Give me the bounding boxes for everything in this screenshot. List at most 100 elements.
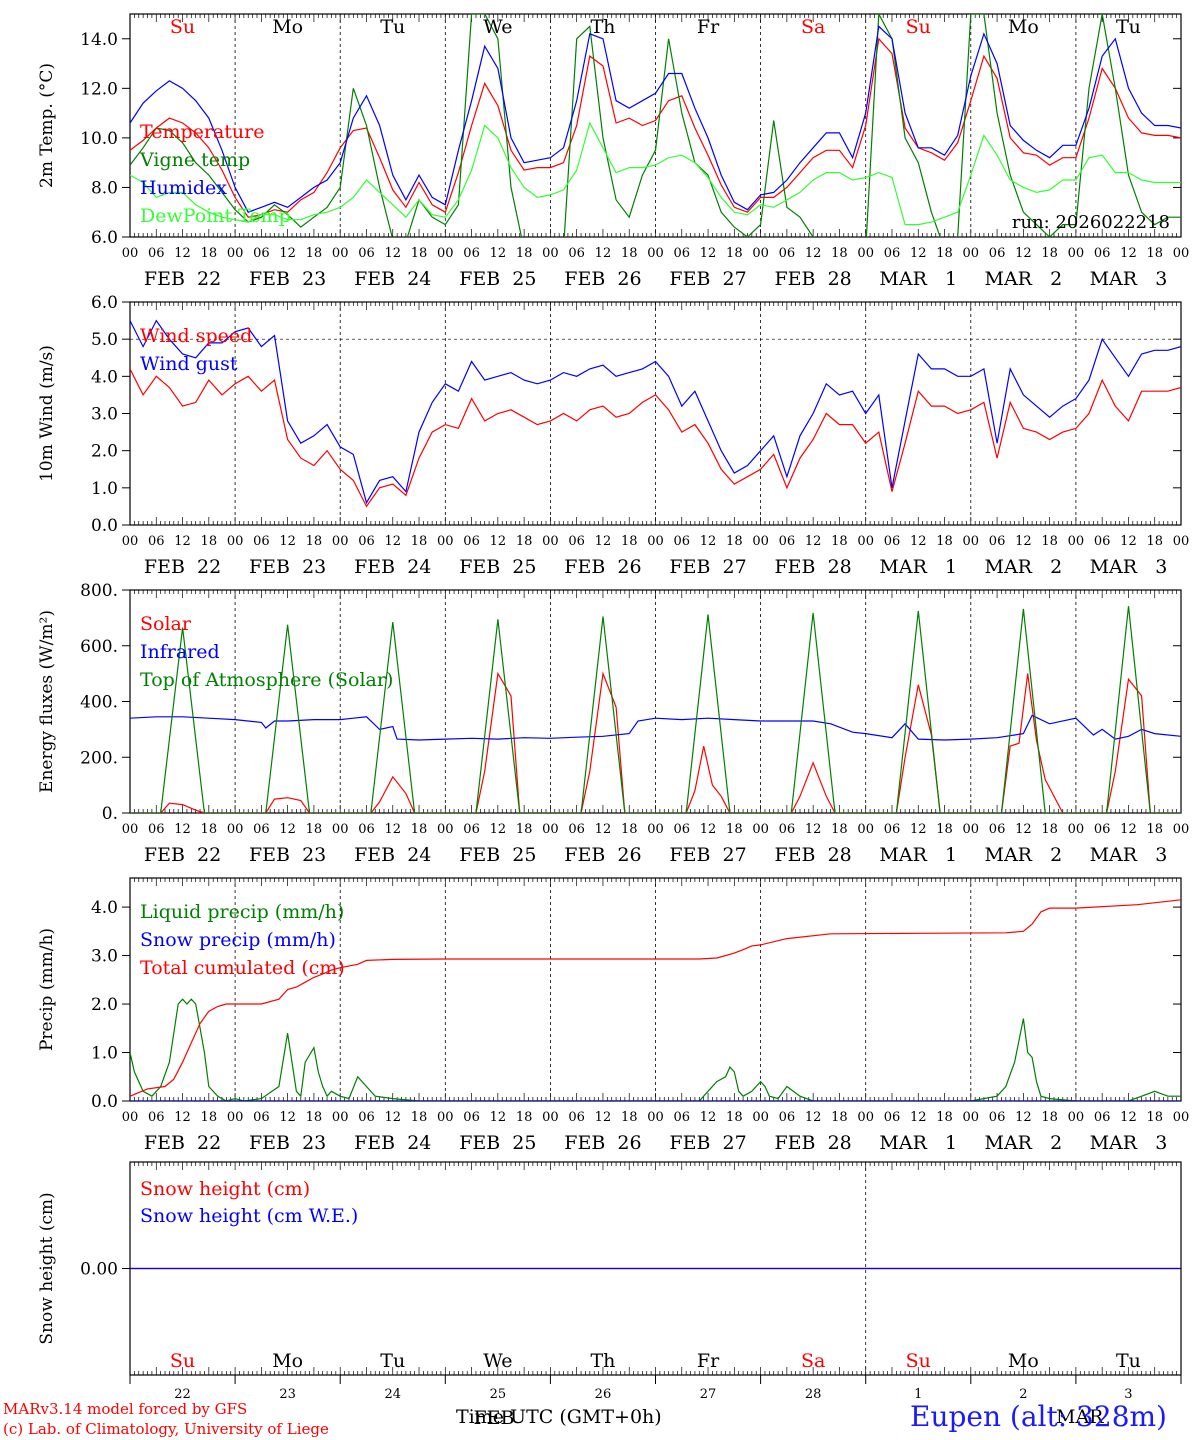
series-line-vigne-temp (130, 14, 1181, 237)
panel-3: 0. 200. 400. 600. 800. Energy fluxes (W/m²) So… (37, 581, 1189, 866)
day-name: Tu (1116, 16, 1141, 38)
y-tick-label: 6.0 (91, 293, 118, 313)
hour-label: 12 (279, 822, 296, 837)
hour-label: 18 (411, 822, 428, 837)
date-label: MAR 1 (879, 844, 957, 866)
hour-label: 12 (595, 822, 612, 837)
legend-entry: Humidex (140, 177, 227, 199)
hour-label: 12 (490, 534, 507, 549)
hour-label: 18 (201, 534, 218, 549)
day-name: Th (590, 16, 615, 38)
day-name: Sa (801, 1350, 825, 1372)
hour-label: 00 (542, 822, 559, 837)
y-tick-label: 600. (80, 637, 118, 657)
day-name: Mo (272, 16, 303, 38)
date-label: FEB 25 (459, 268, 536, 290)
hour-label: 12 (910, 822, 927, 837)
hour-label: 00 (1173, 1110, 1190, 1125)
legend-entry: Wind speed (140, 325, 252, 347)
hour-label: 12 (490, 246, 507, 261)
hour-label: 00 (1068, 1110, 1085, 1125)
hour-label: 06 (989, 1110, 1006, 1125)
hour-label: 00 (857, 1110, 874, 1125)
date-label: MAR 2 (984, 844, 1062, 866)
hour-label: 18 (306, 822, 323, 837)
day-name: Su (170, 16, 195, 38)
hour-label: 00 (227, 246, 244, 261)
hour-label: 06 (253, 246, 270, 261)
date-label: FEB 24 (354, 1132, 431, 1154)
date-label: MAR 3 (1090, 844, 1168, 866)
y-axis-label: 2m Temp. (°C) (37, 63, 57, 188)
hour-label: 18 (1146, 534, 1163, 549)
hour-label: 06 (989, 822, 1006, 837)
y-tick-label: 3.0 (91, 405, 118, 425)
date-label: FEB 28 (775, 1132, 852, 1154)
x-axis-month-label: MAR (1056, 1406, 1104, 1428)
date-label: FEB 27 (669, 268, 746, 290)
date-label: FEB 24 (354, 844, 431, 866)
hour-label: 12 (700, 534, 717, 549)
series-group (130, 606, 1181, 813)
panel-frame (129, 301, 1182, 526)
hour-label: 12 (910, 246, 927, 261)
date-label: FEB 28 (775, 268, 852, 290)
hour-label: 12 (700, 822, 717, 837)
date-label: MAR 3 (1090, 556, 1168, 578)
hour-label: 06 (148, 822, 165, 837)
series-line-wind-gust (130, 319, 1181, 505)
legend-entry: Top of Atmosphere (Solar) (140, 669, 393, 691)
hour-label: 00 (542, 1110, 559, 1125)
hour-label: 12 (279, 1110, 296, 1125)
hour-label: 00 (122, 534, 139, 549)
series-line-solar (130, 671, 1181, 813)
hour-label: 18 (201, 1110, 218, 1125)
series-group (130, 899, 1181, 1101)
day-number: 22 (174, 1387, 191, 1402)
day-name: Mo (1008, 1350, 1039, 1372)
date-label: FEB 23 (249, 1132, 326, 1154)
hour-label: 00 (122, 822, 139, 837)
run-label: run: 2026022218 (1012, 212, 1170, 233)
hour-label: 18 (936, 822, 953, 837)
date-label: FEB 25 (459, 1132, 536, 1154)
hour-label: 00 (437, 534, 454, 549)
hour-label: 00 (227, 822, 244, 837)
date-label: FEB 27 (669, 556, 746, 578)
hour-label: 18 (1146, 822, 1163, 837)
y-tick-label: 0.0 (91, 1092, 118, 1112)
day-name: Fr (697, 16, 720, 38)
y-tick-label: 0. (102, 804, 118, 824)
hour-label: 12 (700, 246, 717, 261)
day-number: 27 (700, 1387, 717, 1402)
hour-label: 12 (595, 1110, 612, 1125)
series-line-dewpoint-temp (130, 121, 1181, 226)
legend-entry: Total cumulated (cm) (140, 957, 345, 979)
date-label: FEB 27 (669, 844, 746, 866)
hour-label: 18 (516, 246, 533, 261)
legend-entry: DewPoint Temp (140, 205, 291, 227)
date-label: MAR 2 (984, 268, 1062, 290)
hour-label: 12 (174, 1110, 191, 1125)
hour-label: 00 (1068, 246, 1085, 261)
date-label: FEB 24 (354, 268, 431, 290)
panel-frame (129, 13, 1182, 238)
hour-label: 06 (568, 822, 585, 837)
hour-label: 12 (174, 246, 191, 261)
hour-label: 18 (1041, 822, 1058, 837)
hour-label: 18 (1146, 246, 1163, 261)
hour-label: 18 (306, 1110, 323, 1125)
day-name: Su (906, 1350, 931, 1372)
y-tick-label: 3.0 (91, 947, 118, 967)
hour-label: 06 (568, 534, 585, 549)
hour-label: 06 (674, 246, 691, 261)
y-axis-label: Precip (mm/h) (37, 928, 57, 1051)
hour-label: 00 (647, 534, 664, 549)
y-tick-label: 0.00 (80, 1260, 118, 1280)
date-label: FEB 28 (775, 556, 852, 578)
x-axis-label: Time UTC (GMT+0h) (456, 1406, 662, 1428)
date-label: FEB 27 (669, 1132, 746, 1154)
hour-label: 12 (1015, 822, 1032, 837)
hour-label: 12 (279, 246, 296, 261)
day-name: Tu (380, 16, 405, 38)
